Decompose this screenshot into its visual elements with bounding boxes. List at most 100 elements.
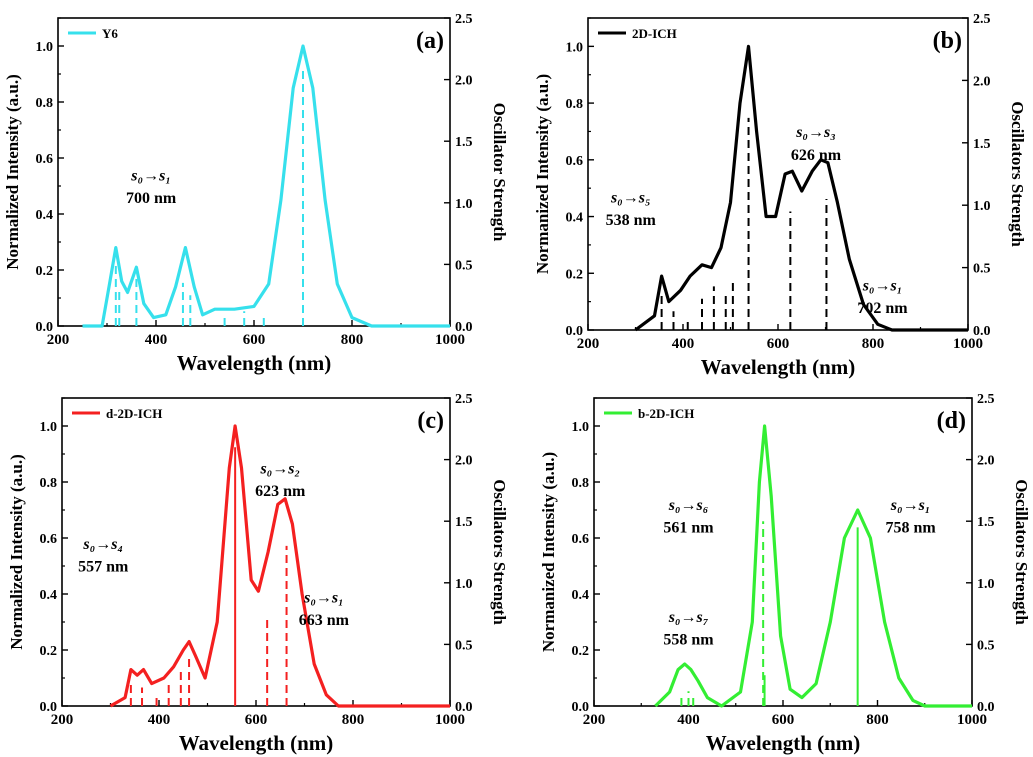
transition-annotation: 700 nm <box>126 190 177 207</box>
panel-label: (c) <box>417 408 444 434</box>
y2-tick-label: 1.5 <box>455 515 473 530</box>
y2-tick-label: 2.0 <box>455 454 473 469</box>
y2-tick-label: 2.5 <box>455 392 473 407</box>
legend-label: d-2D-ICH <box>106 406 162 421</box>
y2-tick-label: 2.5 <box>455 12 473 27</box>
transition-annotation: 663 nm <box>299 612 350 629</box>
y-axis-label: Normanized Intensity (a.u.) <box>533 74 552 274</box>
x-axis-label: Wavelength (nm) <box>177 351 332 375</box>
transition-annotation: 626 nm <box>791 147 842 164</box>
y2-axis-label: Oscillators Strength <box>1012 479 1031 625</box>
x-tick-label: 200 <box>47 332 70 348</box>
x-tick-label: 400 <box>672 336 695 352</box>
y-tick-label: 0.0 <box>40 700 58 715</box>
y2-tick-label: 2.0 <box>977 454 995 469</box>
x-tick-label: 400 <box>677 712 700 728</box>
transition-annotation: 538 nm <box>606 212 657 229</box>
y-tick-label: 0.8 <box>566 97 584 112</box>
x-axis-label: Wavelength (nm) <box>179 731 334 755</box>
y-tick-label: 0.6 <box>566 154 584 169</box>
y2-tick-label: 0.0 <box>455 320 473 335</box>
y2-axis-label: Oscillators Strength <box>1008 101 1027 247</box>
x-tick-label: 200 <box>51 712 74 728</box>
transition-annotation: 623 nm <box>255 483 306 500</box>
y-tick-label: 0.8 <box>40 476 58 491</box>
y-axis-label: Normalized Intensity (a.u.) <box>7 454 26 649</box>
x-tick-label: 1000 <box>435 332 465 348</box>
y-tick-label: 0.6 <box>40 532 58 547</box>
y2-tick-label: 2.0 <box>973 74 991 89</box>
y-tick-label: 0.4 <box>572 588 590 603</box>
y-tick-label: 0.2 <box>566 267 584 282</box>
y-tick-label: 0.0 <box>36 320 54 335</box>
y2-tick-label: 0.5 <box>455 638 473 653</box>
transition-annotation: s₀→s₁ <box>303 589 344 606</box>
y2-tick-label: 0.5 <box>973 262 991 277</box>
x-tick-label: 800 <box>341 332 364 348</box>
y-tick-label: 1.0 <box>36 40 54 55</box>
x-tick-label: 800 <box>862 336 885 352</box>
transition-annotation: 702 nm <box>857 300 908 317</box>
y-tick-label: 0.4 <box>566 211 584 226</box>
y2-tick-label: 1.0 <box>455 197 473 212</box>
plot-frame <box>593 397 973 707</box>
x-tick-label: 400 <box>145 332 168 348</box>
y2-tick-label: 1.5 <box>455 135 473 150</box>
x-tick-label: 200 <box>583 712 606 728</box>
transition-annotation: s₀→s₁ <box>890 497 931 514</box>
y-tick-label: 1.0 <box>566 40 584 55</box>
y-tick-label: 0.4 <box>40 588 58 603</box>
chart-panel-b: 200 400 600 800 10000.00.20.40.60.81.00.00.5… <box>533 12 1027 379</box>
transition-annotation: s₀→s₁ <box>862 277 903 294</box>
spectrum-series-line <box>109 424 450 708</box>
spectrum-series-line <box>82 44 450 328</box>
y-tick-label: 0.2 <box>40 644 58 659</box>
chart-panel-d: 200 400 600 800 10000.00.20.40.60.81.00.00.5… <box>539 392 1031 755</box>
y-axis-label: Normanized Intensity (a.u.) <box>539 452 558 652</box>
x-tick-label: 600 <box>767 336 790 352</box>
y2-tick-label: 1.0 <box>977 577 995 592</box>
transition-annotation: 558 nm <box>663 631 714 648</box>
x-tick-label: 1000 <box>957 712 987 728</box>
y-tick-label: 0.8 <box>36 96 54 111</box>
y2-tick-label: 2.5 <box>977 392 995 407</box>
y2-axis-label: Oscillator Strength <box>490 103 509 242</box>
y-tick-label: 0.8 <box>572 476 590 491</box>
x-tick-label: 400 <box>148 712 171 728</box>
panel-label: (b) <box>933 28 962 54</box>
y-tick-label: 0.2 <box>36 264 54 279</box>
x-tick-label: 1000 <box>435 712 465 728</box>
x-tick-label: 600 <box>243 332 266 348</box>
x-axis-label: Wavelength (nm) <box>706 731 861 755</box>
transition-annotation: 557 nm <box>78 559 129 576</box>
x-tick-label: 800 <box>866 712 889 728</box>
y-tick-label: 1.0 <box>572 420 590 435</box>
y2-tick-label: 0.0 <box>973 324 991 339</box>
x-tick-label: 800 <box>342 712 365 728</box>
legend-label: Y6 <box>102 26 118 41</box>
transition-annotation: s₀→s₄ <box>82 536 123 553</box>
y2-tick-label: 0.5 <box>977 638 995 653</box>
transition-annotation: 758 nm <box>885 519 936 536</box>
transition-annotation: s₀→s₅ <box>610 189 651 206</box>
transition-annotation: s₀→s₁ <box>130 167 171 184</box>
legend-label: 2D-ICH <box>632 26 677 41</box>
y-tick-label: 0.2 <box>572 644 590 659</box>
panel-label: (d) <box>937 408 966 434</box>
panel-label: (a) <box>416 28 444 54</box>
chart-panel-a: 200 400 600 800 10000.00.20.40.60.81.00.00.5… <box>3 12 509 375</box>
spectrum-series-line <box>654 424 972 708</box>
y2-tick-label: 1.0 <box>455 577 473 592</box>
y2-tick-label: 0.5 <box>455 258 473 273</box>
y2-axis-label: Oscillators Strength <box>490 479 509 625</box>
y2-tick-label: 0.0 <box>455 700 473 715</box>
y-tick-label: 0.0 <box>572 700 590 715</box>
y2-tick-label: 2.5 <box>973 12 991 27</box>
x-tick-label: 600 <box>772 712 795 728</box>
y2-tick-label: 1.5 <box>977 515 995 530</box>
y2-tick-label: 1.0 <box>973 199 991 214</box>
transition-annotation: s₀→s₇ <box>668 609 709 626</box>
y-tick-label: 0.6 <box>572 532 590 547</box>
transition-annotation: s₀→s₃ <box>795 124 836 141</box>
